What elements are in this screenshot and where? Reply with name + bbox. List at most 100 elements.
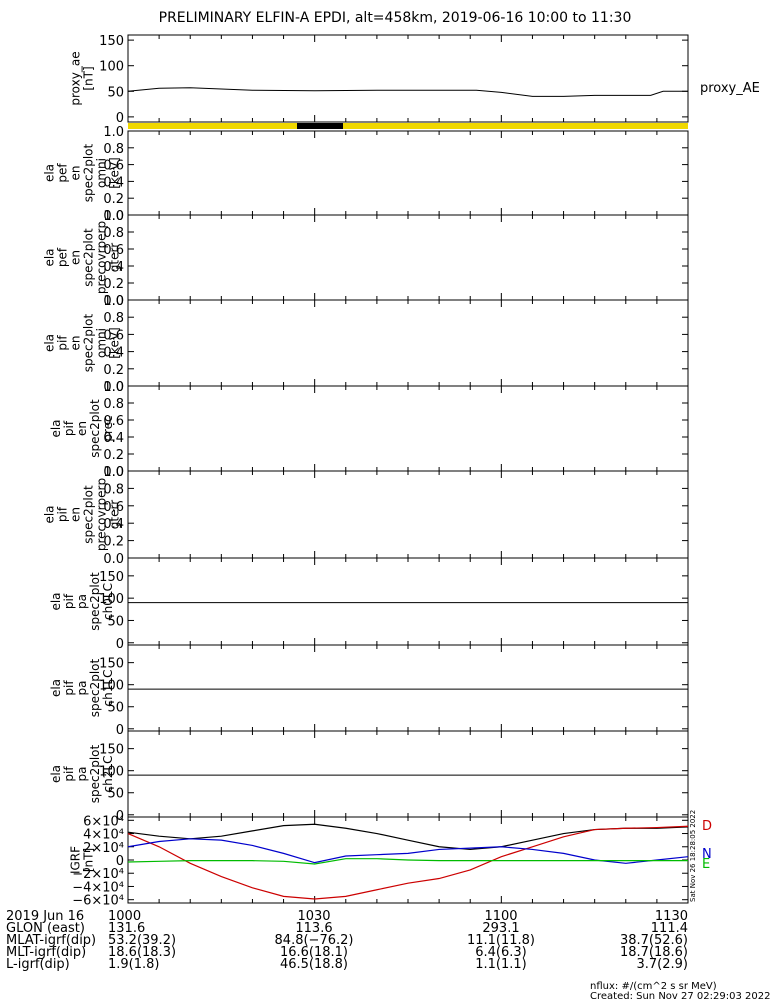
spectrogram-label-line: ela [43,164,57,182]
spectrogram-tick-label: 0.2 [103,448,124,463]
spectrogram-tick-label: 0.4 [103,431,124,446]
spectrogram-tick-label: 0.8 [103,397,124,412]
pa-tick-label: 150 [99,743,124,758]
spectrogram-tick-label: 0.2 [103,277,124,292]
igrf-tick-label: −6×10⁴ [72,894,124,909]
pa-tick-label: 0 [116,809,124,824]
status-bar [128,123,688,129]
igrf-series-line [127,823,689,851]
spectrogram-tick-label: 0.4 [103,260,124,275]
igrf-tick-label: −4×10⁴ [72,880,124,895]
spectrogram-frame [127,299,689,387]
proxy-ae-panel: 0 50 100 150 proxy_ae [nT] proxy_AE [69,34,760,126]
spectrogram-label-line: ela [43,248,57,266]
proxy-ae-frame [127,34,689,123]
igrf-label-line: IGRF [69,846,83,874]
pa-tick-label: 0 [116,723,124,738]
annotation-row-value: 84.8(−76.2) [275,933,354,948]
spectrogram-label-line: pa [75,594,89,609]
pa-tick-label: 50 [107,614,124,629]
annotation-row-value: 113.6 [295,921,332,936]
igrf-legend-d: D [702,819,712,834]
spectrogram-frame [127,644,689,732]
proxy-ae-legend: proxy_AE [700,81,760,96]
spectrogram-label-line: pef [56,247,70,267]
spectrogram-label-line: gterr [108,243,122,272]
spectrogram-label-line: en [69,507,83,522]
annotation-row-value: 16.6(18.1) [280,945,348,960]
annotation-row-value: 1.9(1.8) [108,957,160,972]
spectrogram-frame [127,130,689,216]
annotation-row-label: 2019 Jun 16 [6,909,84,924]
spectrogram-panel: 0 50 100 150 ela pif pa spec2plot ch1LC [49,644,689,738]
spectrogram-panel: 0.0 0.2 0.40.6 0.8 1.0 ela pef en spec2plot omni[… [43,125,689,224]
proxy-ae-tick-label: 100 [99,60,124,75]
annotation-row-label: MLAT-igrf(dip) [6,933,96,948]
annotation-row-value: 18.7(18.6) [620,945,688,960]
spectrogram-label-line: en [69,336,83,351]
units-footer: nflux: #/(cm^2 s sr MeV) [590,981,717,992]
spectrogram-panel: 0.0 0.2 0.4 0.6 0.8 1.0 ela pif en spec2plot prec [49,380,689,480]
annotation-row-value: 131.6 [108,921,145,936]
spectrogram-tick-label: 0.2 [103,535,124,550]
spectrogram-label-line: [keV] [108,327,122,358]
spectrogram-frame [127,385,689,472]
proxy-ae-label-line: [nT] [82,66,96,90]
spectrogram-label-line: en [75,421,89,436]
spectrogram-frame [127,214,689,301]
spectrogram-label-line: spec2plot [88,744,102,803]
spectrogram-label-line: spec2plot [82,485,96,544]
igrf-series-line [127,858,688,865]
igrf-legend-n: N [702,847,712,862]
status-bar-yellow [128,123,688,129]
spectrogram-tick-label: 0.6 [103,159,124,174]
spectrogram-frame [127,470,689,559]
spectrogram-label-line: pif [56,506,70,522]
annotation-row-value: 1130 [655,909,688,924]
spectrogram-tick-label: 1.0 [103,465,124,480]
annotation-row-value: 53.2(39.2) [108,933,176,948]
igrf-side-stamp: Sat Nov 26 18:28:05 2022 [689,810,697,902]
igrf-tick-label: 2×10⁴ [83,841,124,856]
annotation-row-value: 1000 [108,909,141,924]
spectrogram-label-line: en [69,166,83,181]
igrf-label-line: [nT] [82,848,96,872]
spectrogram-label-line: ch1LC [101,670,115,707]
proxy-ae-label-line: proxy_ae [69,51,83,105]
status-bar-black [297,123,343,129]
spectrogram-tick-label: 0.0 [103,552,124,567]
spectrogram-tick-label: 0.2 [103,363,124,378]
igrf-tick-label: 6×10⁴ [83,814,124,829]
spectrogram-label-line: ela [43,505,57,523]
annotation-row-label: L-igrf(dip) [6,957,70,972]
spectrogram-label-line: ela [49,419,63,437]
spectrogram-label-line: spec2plot [88,399,102,458]
spectrogram-tick-label: 0.4 [103,175,124,190]
spectrogram-label-line: pa [75,681,89,696]
spectrogram-label-line: spec2plot [88,658,102,717]
spectrogram-frame [127,730,689,818]
spectrogram-tick-label: 1.0 [103,209,124,224]
annotation-row-value: 46.5(18.8) [280,957,348,972]
spectrogram-label-line: pif [62,766,76,782]
igrf-series-line [127,838,689,864]
spectrogram-label-line: pef [56,163,70,183]
spectrogram-tick-label: 0.0 [103,294,124,309]
annotation-row-value: 11.1(11.8) [467,933,535,948]
spectrogram-label-line: omni [95,158,109,188]
pa-tick-label: 50 [107,787,124,802]
spectrogram-label-line: en [69,250,83,265]
spectrogram-label-line: ch0LC [101,583,115,620]
spectrogram-frame [127,557,689,646]
spectrogram-label-line: spec2plot [82,228,96,287]
spectrogram-label-line: omni [95,328,109,358]
spectrogram-panel: 0.0 0.2 0.4 0.6 0.8 1.0 ela pef en spec2plot preco… [43,209,689,309]
spectrogram-tick-label: 0.8 [103,226,124,241]
annotation-row-value: 111.4 [651,921,688,936]
spectrogram-label-line: ela [49,592,63,610]
spectrogram-label-line: prec [101,415,115,441]
igrf-series-line [127,825,689,900]
pa-tick-label: 100 [99,765,124,780]
spectrogram-tick-label: 0.4 [103,346,124,361]
annotation-row-value: 1.1(1.1) [475,957,527,972]
